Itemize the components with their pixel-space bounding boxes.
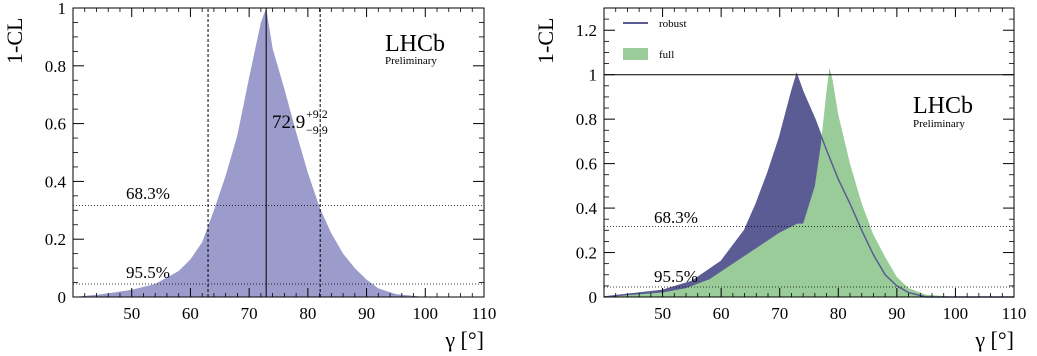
left-x-tick-label: 90 [358,304,375,323]
left-y-tick-labels: 0 0.2 0.4 0.6 0.8 1 [45,0,67,307]
right-cl68-label: 68.3% [654,208,698,227]
left-y-tick-label: 0.6 [45,115,66,134]
left-y-tick-label: 0.4 [45,172,67,191]
right-y-tick-label: 0.8 [576,110,597,129]
left-y-tick-label: 0 [58,288,67,307]
right-robust-area [604,74,1014,297]
right-y-tick-label: 0.2 [576,244,597,263]
right-x-tick-label: 90 [888,304,905,323]
right-panel: 68.3% 95.5% robust full 50 60 70 80 90 100 110… [533,7,1026,352]
left-x-tick-label: 50 [123,304,140,323]
left-x-tick-label: 100 [413,304,439,323]
legend-full-label: full [659,49,674,61]
right-y-tick-label: 0.6 [576,155,597,174]
left-brand: LHCb [385,31,445,57]
right-brand-sub: Preliminary [913,118,965,130]
left-panel: 68.3% 95.5% 50 60 70 80 90 100 110 00.20.40.60… [2,0,496,352]
left-plot-frame [72,7,485,298]
right-legend: robust full [623,18,687,61]
left-x-tick-label: 80 [299,304,316,323]
left-cl95-label: 95.5% [126,263,170,282]
left-x-tick-labels: 50 60 70 80 90 100 110 [123,304,496,323]
right-y-tick-label: 0 [589,288,598,307]
left-area [73,8,484,297]
right-x-axis-label: γ [°] [974,327,1014,352]
left-result-minus: −9.9 [306,123,328,137]
right-plot-frame [603,7,1015,298]
left-result-value: 72.9 [272,112,305,133]
left-y-tick-label: 0.2 [45,230,66,249]
right-y-tick-label: 1 [589,66,598,85]
left-cl68-label: 68.3% [126,184,170,203]
right-x-tick-label: 50 [654,304,671,323]
left-brand-sub: Preliminary [385,55,437,67]
left-x-tick-label: 60 [182,304,199,323]
left-x-tick-label: 70 [241,304,258,323]
right-y-tick-labels: 0 0.2 0.4 0.6 0.8 1 1.2 [576,21,598,307]
right-x-tick-label: 60 [713,304,730,323]
right-x-tick-label: 100 [943,304,969,323]
right-y-axis-label: 1-CL [533,18,558,64]
left-y-tick-label: 1 [58,0,67,18]
left-area-fill [73,8,484,297]
legend-robust-label: robust [659,18,687,30]
right-brand: LHCb [913,93,973,119]
left-x-tick-label: 110 [472,304,497,323]
legend-full-swatch [623,48,648,60]
right-cl95-label: 95.5% [654,267,698,286]
right-full-area [604,68,1014,298]
right-robust-line [603,72,1014,298]
right-y-tick-label: 1.2 [576,21,597,40]
right-x-tick-labels: 50 60 70 80 90 100 110 [654,304,1026,323]
left-x-axis-label: γ [°] [444,327,484,352]
right-x-tick-label: 70 [771,304,788,323]
left-result-plus: +9.2 [306,107,328,121]
right-x-tick-label: 80 [830,304,847,323]
left-y-tick-label: 0.8 [45,57,66,76]
left-y-axis-label: 1-CL [2,18,27,64]
right-x-tick-label: 110 [1002,304,1027,323]
right-areas [603,68,1014,298]
right-y-tick-label: 0.4 [576,199,598,218]
